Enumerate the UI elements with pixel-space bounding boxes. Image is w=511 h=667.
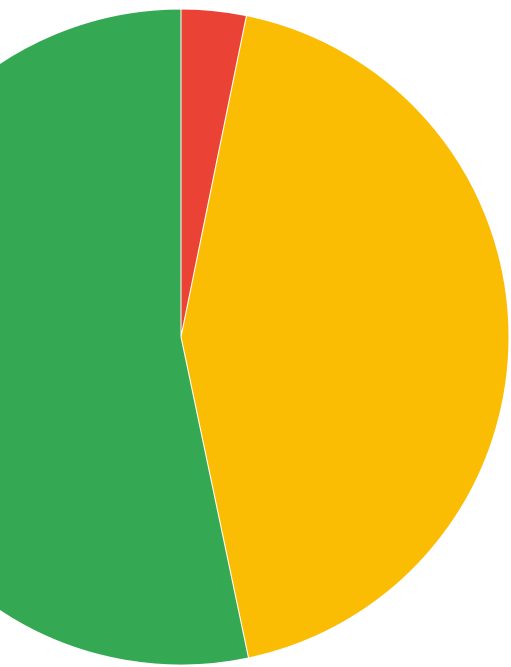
pie-slices xyxy=(0,8,510,666)
pie-slice-2 xyxy=(180,15,510,659)
pie-slice-3 xyxy=(0,8,250,666)
